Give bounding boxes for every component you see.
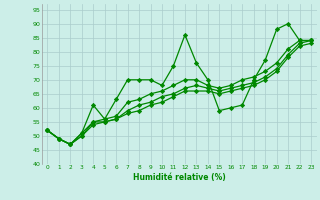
X-axis label: Humidité relative (%): Humidité relative (%) [133, 173, 226, 182]
